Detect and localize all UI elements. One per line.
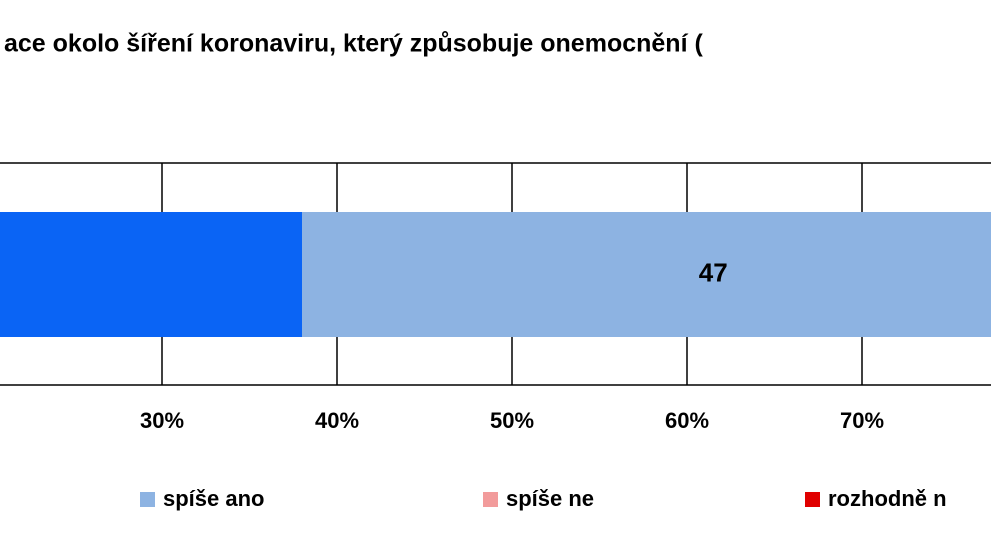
chart-title: ace okolo šíření koronaviru, který způso… xyxy=(4,30,703,58)
x-tick-label: 70% xyxy=(840,408,884,433)
x-tick-label: 40% xyxy=(315,408,359,433)
x-tick-label: 30% xyxy=(140,408,184,433)
legend-label: spíše ano xyxy=(163,486,264,511)
x-tick-label: 50% xyxy=(490,408,534,433)
bar-segment xyxy=(302,212,991,337)
x-tick-label: 60% xyxy=(665,408,709,433)
legend-label: spíše ne xyxy=(506,486,594,511)
legend-swatch xyxy=(805,492,820,507)
bar-segment xyxy=(0,212,302,337)
legend-swatch xyxy=(140,492,155,507)
legend-swatch xyxy=(483,492,498,507)
data-label: 47 xyxy=(699,257,728,287)
legend-label: rozhodně n xyxy=(828,486,947,511)
